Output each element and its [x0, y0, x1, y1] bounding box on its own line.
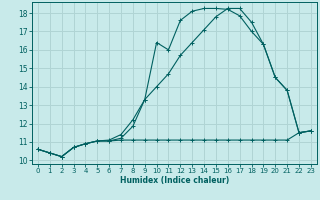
- X-axis label: Humidex (Indice chaleur): Humidex (Indice chaleur): [120, 176, 229, 185]
